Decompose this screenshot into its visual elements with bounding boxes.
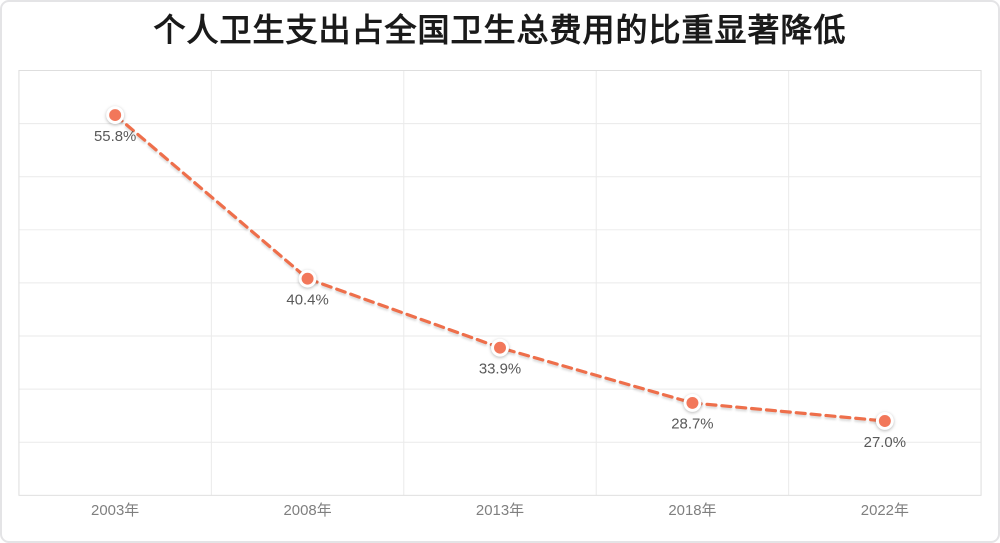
x-axis-label: 2003年: [91, 502, 139, 519]
data-label: 27.0%: [864, 435, 906, 451]
chart-title: 个人卫生支出占全国卫生总费用的比重显著降低: [153, 12, 847, 48]
data-point: [109, 109, 122, 122]
x-axis-label: 2013年: [476, 502, 524, 519]
x-axis-label: 2018年: [668, 502, 716, 519]
data-point: [494, 341, 506, 354]
data-label: 55.8%: [94, 129, 136, 145]
data-label: 33.9%: [479, 362, 521, 378]
data-point: [878, 415, 891, 427]
x-axis-label: 2022年: [861, 502, 909, 519]
data-point: [686, 396, 699, 409]
x-axis-label: 2008年: [283, 502, 331, 519]
plot-border: [18, 69, 982, 496]
data-label: 40.4%: [286, 292, 328, 308]
data-label: 28.7%: [671, 417, 713, 433]
data-point: [301, 272, 314, 285]
